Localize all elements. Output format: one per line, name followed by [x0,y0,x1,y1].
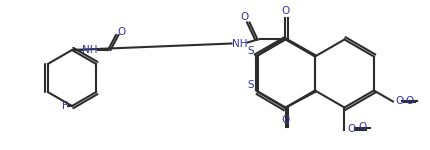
Text: S: S [248,46,254,56]
Text: O: O [347,124,356,135]
Text: O: O [358,123,366,132]
Text: O: O [405,96,413,105]
Text: O: O [396,96,404,106]
Text: F: F [62,101,68,111]
Text: O: O [281,6,289,16]
Text: O: O [240,12,249,22]
Text: NH: NH [82,45,98,55]
Text: NH: NH [232,39,247,50]
Text: O: O [281,116,290,126]
Text: S: S [248,81,255,90]
Text: O: O [117,27,125,37]
